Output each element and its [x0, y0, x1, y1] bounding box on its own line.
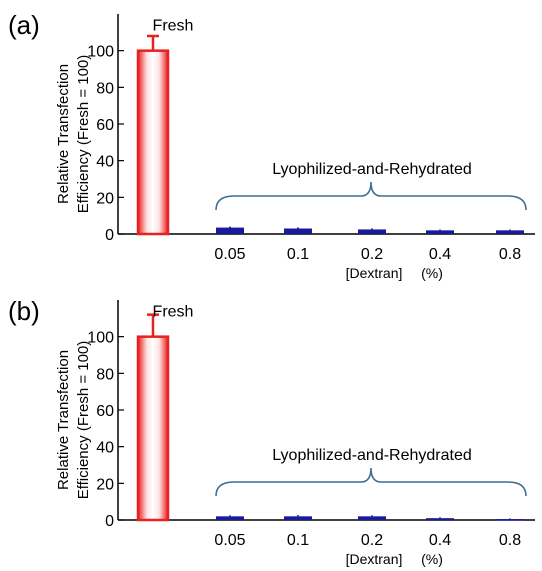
x-tick-label: 0.4 — [429, 532, 451, 549]
x-tick-label: 0.1 — [287, 246, 309, 263]
x-axis-unit: (%) — [421, 265, 443, 281]
treated-bar — [358, 516, 386, 520]
panel-b: (b) Relative Transfection Efficiency (Fres… — [8, 296, 535, 567]
y-tick-label: 100 — [87, 44, 114, 61]
y-tick-label: 80 — [96, 80, 114, 97]
y-tick-label: 20 — [96, 476, 114, 493]
group-label: Lyophilized-and-Rehydrated — [272, 447, 472, 464]
fresh-bar — [136, 335, 170, 522]
x-axis-label: [Dextran] — [346, 265, 403, 281]
x-tick-label: 0.8 — [499, 532, 521, 549]
y-axis-label-line-2: Efficiency (Fresh = 100) — [75, 341, 92, 500]
y-tick-label: 60 — [96, 117, 114, 134]
y-tick-label: 100 — [87, 330, 114, 347]
fresh-label: Fresh — [153, 18, 194, 35]
treated-bar — [284, 228, 312, 234]
y-tick-label: 20 — [96, 190, 114, 207]
panel-a: (a) Relative Transfection Efficiency (Fres… — [8, 10, 535, 281]
treated-bar — [284, 516, 312, 520]
x-tick-label: 0.05 — [214, 532, 245, 549]
fresh-bar — [136, 49, 170, 236]
y-axis-label-line-1: Relative Transfection — [55, 64, 72, 204]
x-tick-label: 0.1 — [287, 532, 309, 549]
treated-bar — [426, 518, 454, 520]
y-tick-label: 0 — [105, 227, 114, 244]
treated-bar — [216, 227, 244, 234]
treated-bar — [358, 229, 386, 234]
y-tick-label: 40 — [96, 154, 114, 171]
y-tick-label: 80 — [96, 366, 114, 383]
y-tick-label: 0 — [105, 513, 114, 530]
y-axis-label-line-2: Efficiency (Fresh = 100) — [75, 55, 92, 214]
fresh-label: Fresh — [153, 304, 194, 321]
panel-label: (b) — [8, 296, 40, 326]
group-brace — [215, 467, 527, 497]
x-tick-label: 0.4 — [429, 246, 451, 263]
panel-label: (a) — [8, 10, 40, 40]
group-label: Lyophilized-and-Rehydrated — [272, 161, 472, 178]
x-tick-label: 0.2 — [361, 246, 383, 263]
x-tick-label: 0.2 — [361, 532, 383, 549]
x-tick-label: 0.05 — [214, 246, 245, 263]
y-tick-label: 60 — [96, 403, 114, 420]
treated-bar — [496, 230, 524, 234]
treated-bar — [216, 516, 244, 520]
y-axis-label-line-1: Relative Transfection — [55, 350, 72, 490]
x-tick-label: 0.8 — [499, 246, 521, 263]
x-axis-unit: (%) — [421, 551, 443, 567]
treated-bar — [426, 230, 454, 234]
y-tick-label: 40 — [96, 440, 114, 457]
treated-bar — [496, 519, 524, 521]
group-brace — [215, 181, 527, 211]
x-axis-label: [Dextran] — [346, 551, 403, 567]
